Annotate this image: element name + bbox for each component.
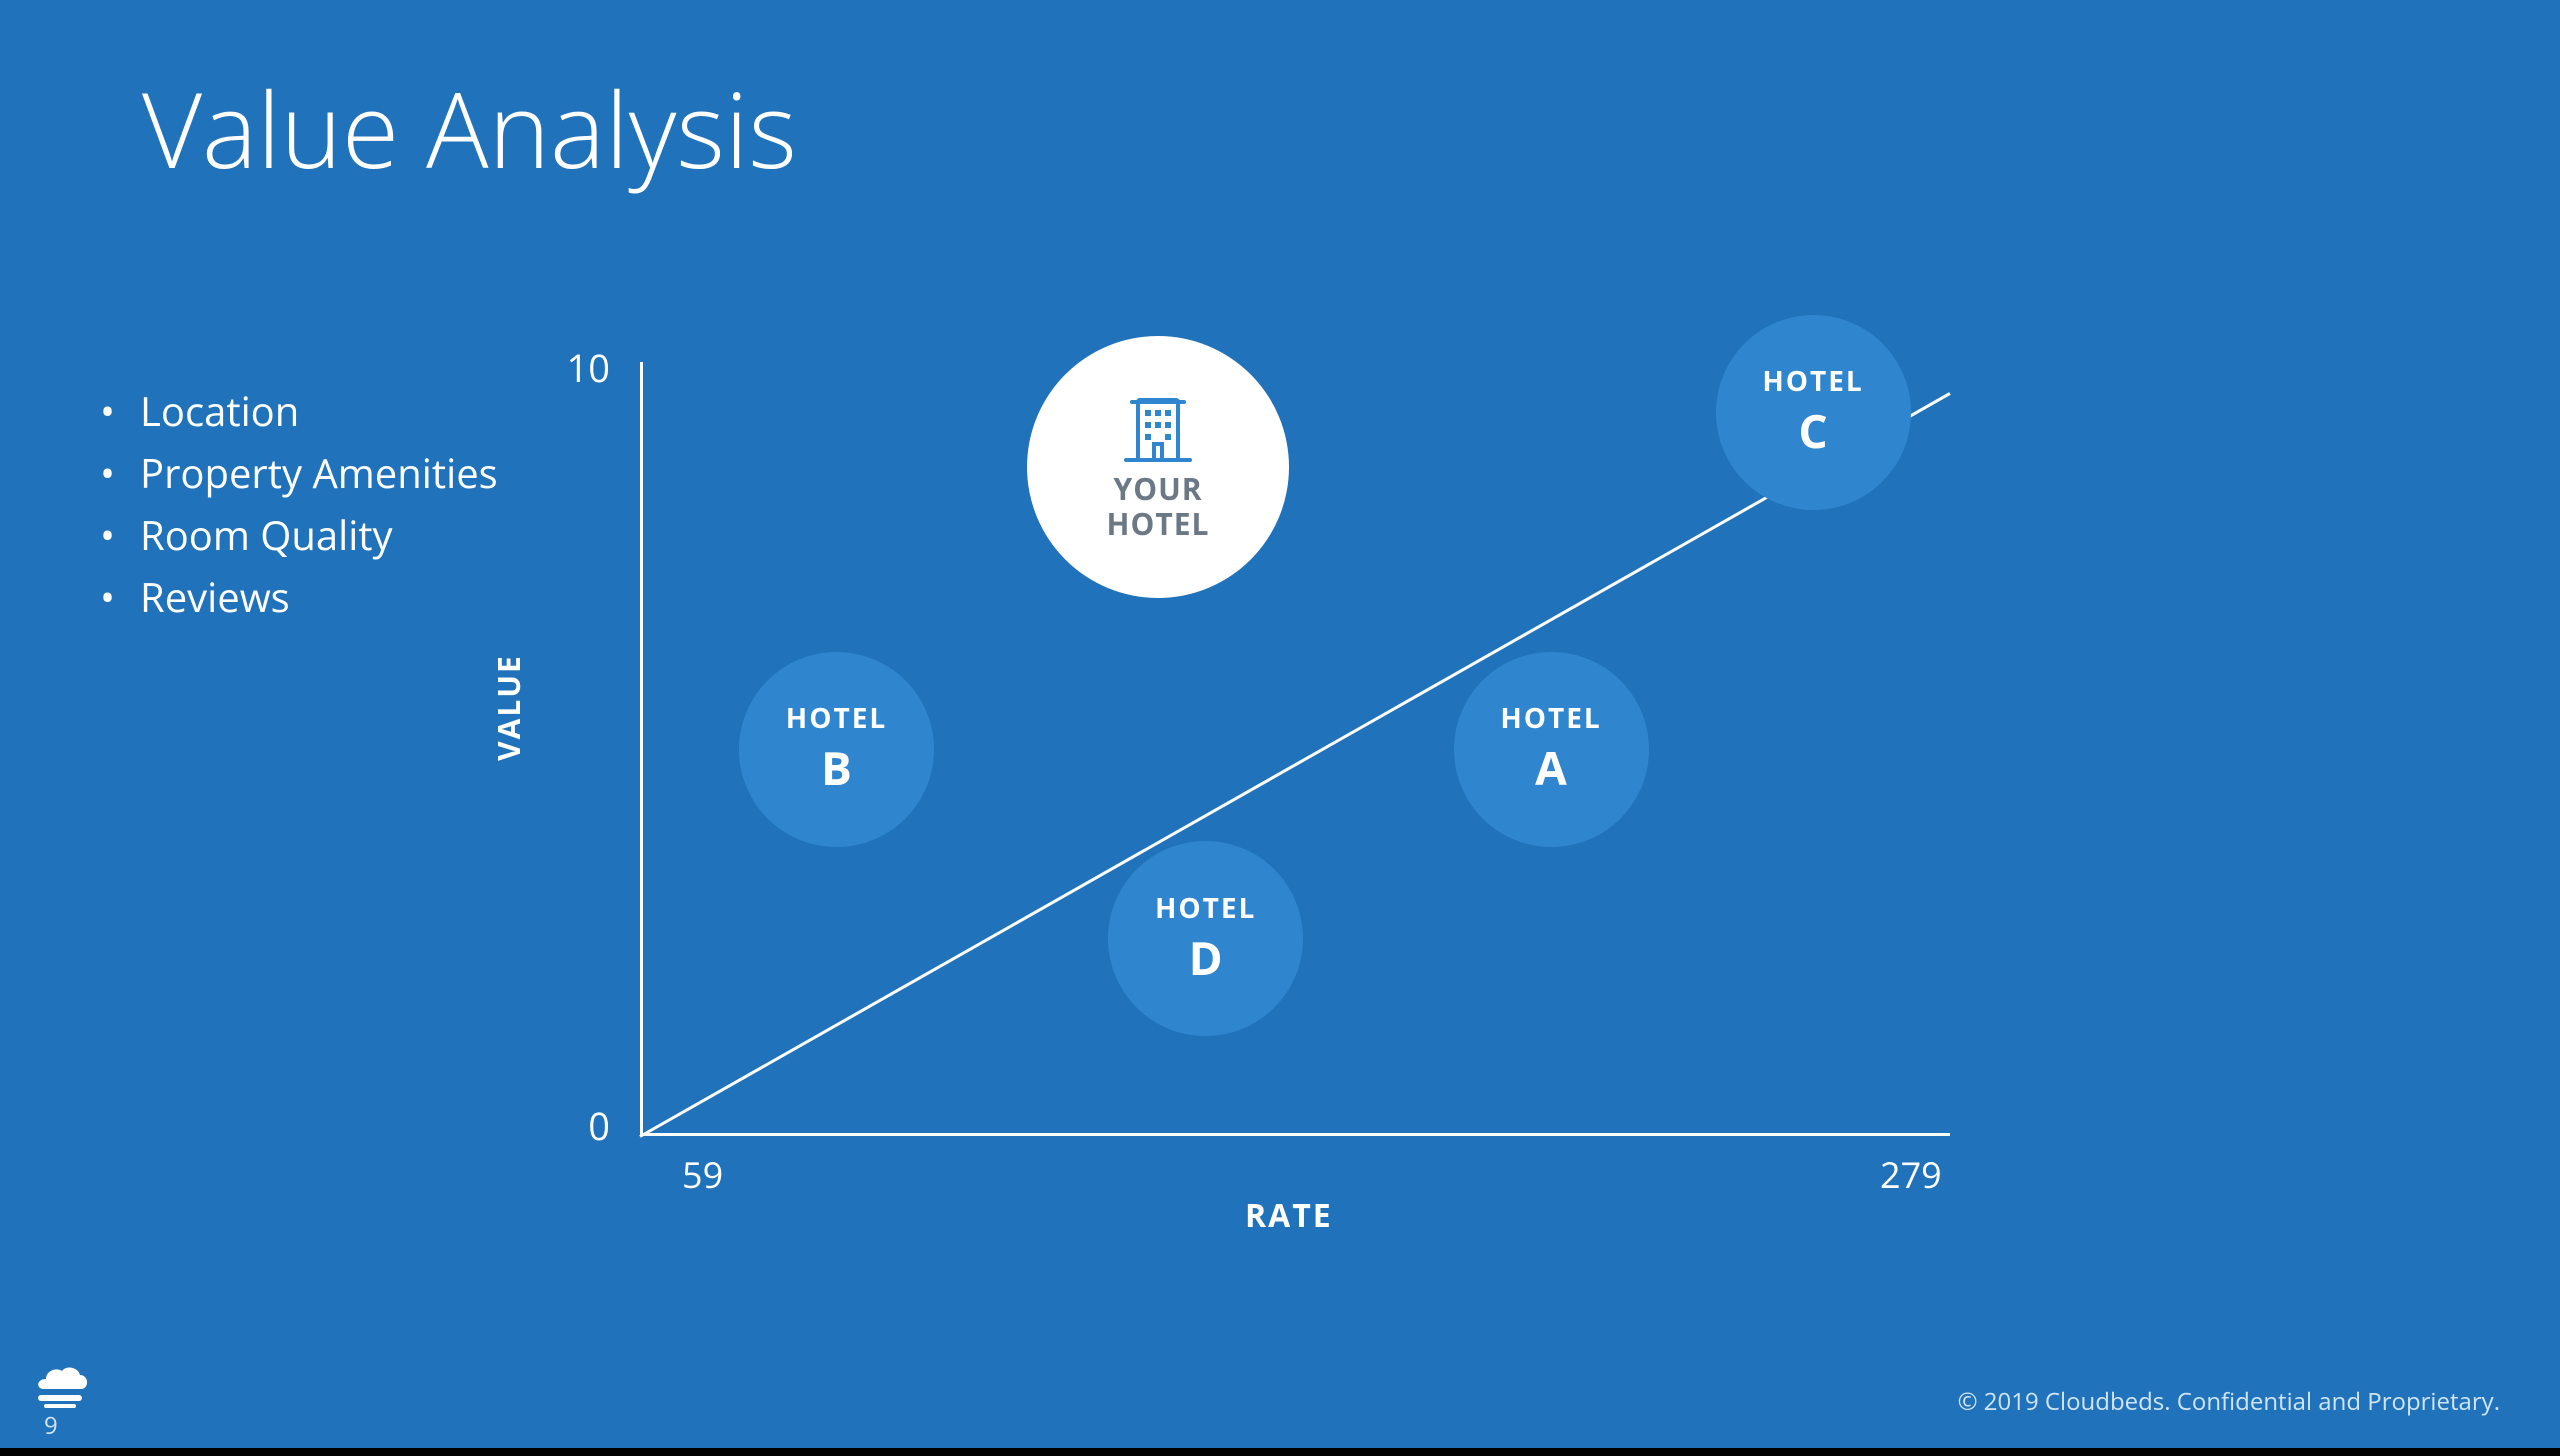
value-factor-item: Reviews xyxy=(100,566,498,628)
bubble-your-hotel: YOURHOTEL xyxy=(1027,336,1289,598)
page-title: Value Analysis xyxy=(142,58,797,199)
bubble-letter: C xyxy=(1798,400,1827,462)
brand-logo-icon xyxy=(28,1365,92,1414)
bubble-label: HOTEL xyxy=(786,699,887,737)
bubble-label: HOTEL xyxy=(1155,889,1256,927)
y-axis-line xyxy=(640,362,643,1136)
value-factors-list: LocationProperty AmenitiesRoom QualityRe… xyxy=(100,380,498,628)
y-axis-label: VALUE xyxy=(488,654,529,761)
footer-copyright: © 2019 Cloudbeds. Confidential and Propr… xyxy=(1958,1385,2500,1418)
bubble-label: HOTEL xyxy=(1500,699,1601,737)
y-tick-max: 10 xyxy=(567,342,610,394)
y-tick-min: 0 xyxy=(588,1100,610,1152)
x-axis-label: RATE xyxy=(1245,1194,1333,1237)
your-hotel-label: YOURHOTEL xyxy=(1107,472,1210,541)
slide: Value Analysis LocationProperty Amenitie… xyxy=(0,0,2560,1456)
bubble-hotel-c: HOTELC xyxy=(1716,315,1911,510)
bubble-hotel-d: HOTELD xyxy=(1108,841,1303,1036)
bubble-letter: D xyxy=(1189,927,1223,989)
x-tick-min: 59 xyxy=(682,1150,723,1199)
bubble-letter: B xyxy=(821,737,852,799)
bubble-hotel-b: HOTELB xyxy=(739,652,934,847)
page-number: 9 xyxy=(44,1409,58,1442)
value-factor-item: Location xyxy=(100,380,498,442)
building-icon xyxy=(1118,392,1198,464)
value-factor-item: Property Amenities xyxy=(100,442,498,504)
x-tick-max: 279 xyxy=(1880,1150,1942,1199)
value-factor-item: Room Quality xyxy=(100,504,498,566)
bubble-letter: A xyxy=(1535,737,1567,799)
bubble-hotel-a: HOTELA xyxy=(1454,652,1649,847)
x-axis-line xyxy=(640,1133,1950,1136)
value-rate-scatter-chart: VALUE RATE 10 0 59 279 YOURHOTELHOTELBHO… xyxy=(640,362,1950,1136)
bottom-black-bar xyxy=(0,1448,2560,1456)
bubble-label: HOTEL xyxy=(1762,362,1863,400)
